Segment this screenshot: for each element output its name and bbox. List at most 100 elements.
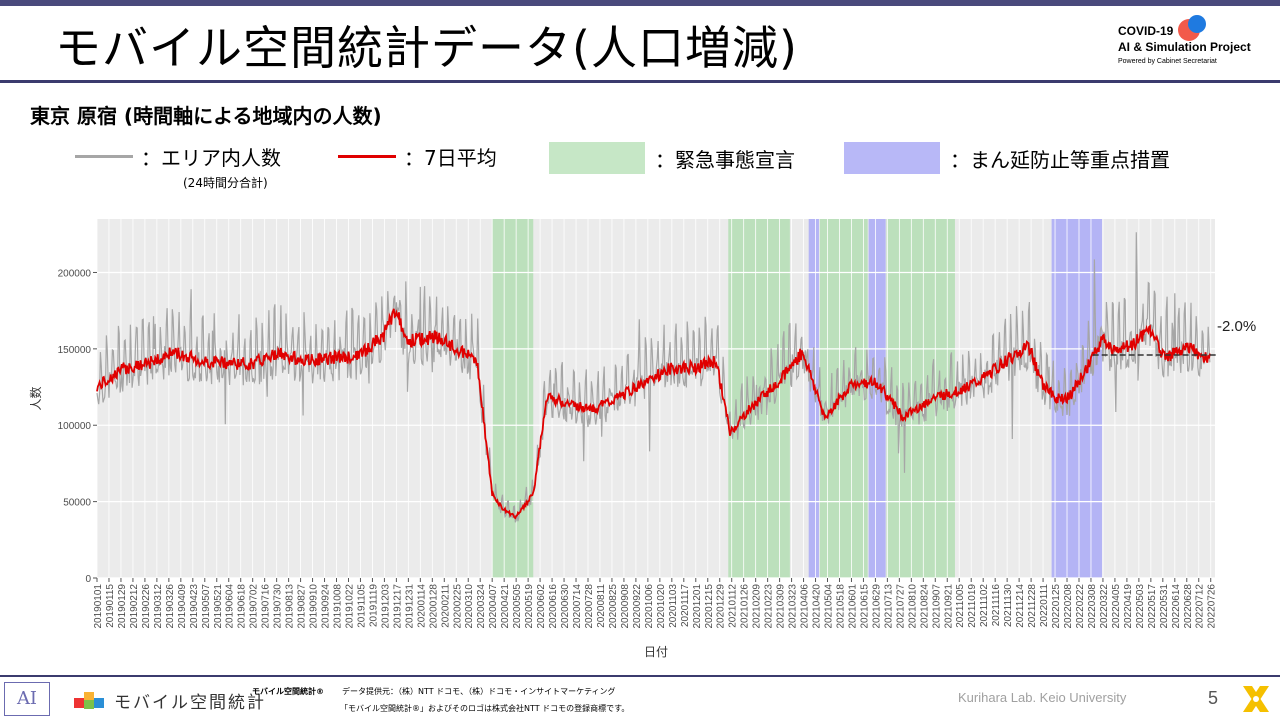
- x-tick-label: 20190423: [189, 584, 200, 629]
- legend-item-avg: ：7日平均: [338, 142, 497, 171]
- x-tick-label: 20210810: [907, 584, 918, 629]
- legend-item-emergency: ：緊急事態宣言: [549, 142, 795, 174]
- x-tick-label: 20211130: [1003, 584, 1014, 627]
- x-tick-label: 20190129: [117, 584, 128, 629]
- footer: AI モバイル空間統計 モバイル空間統計® データ提供元：（株）NTT ドコモ、…: [0, 678, 1280, 720]
- legend-label-avg: ：7日平均: [404, 146, 497, 170]
- x-tick-label: 20211228: [1027, 584, 1038, 628]
- project-brand: COVID-19 AI & Simulation Project Powered…: [1118, 15, 1278, 65]
- x-tick-label: 20191203: [380, 584, 391, 629]
- x-tick-label: 20220531: [1159, 584, 1170, 629]
- x-tick-label: 20190702: [249, 584, 260, 629]
- y-tick-label: 0: [85, 574, 91, 585]
- x-tick-label: 20200128: [428, 584, 439, 629]
- y-tick-label: 150000: [58, 345, 92, 356]
- x-tick-label: 20210615: [859, 584, 870, 629]
- x-tick-label: 20210112: [728, 584, 739, 628]
- x-tick-label: 20211102: [979, 584, 990, 627]
- brand-blue-dot-icon: [1188, 15, 1206, 33]
- x-tick-label: 20220726: [1207, 584, 1218, 629]
- lab-logo: AI: [4, 682, 50, 716]
- x-axis-label: 日付: [644, 645, 668, 659]
- x-tick-label: 20210713: [883, 584, 894, 629]
- x-tick-label: 20190716: [261, 584, 272, 629]
- x-tick-label: 20190101: [93, 584, 104, 629]
- x-tick-label: 20201006: [644, 584, 655, 629]
- x-tick-label: 20210309: [776, 584, 787, 629]
- footer-divider: [0, 675, 1280, 677]
- mobile-stats-name: モバイル空間統計: [114, 693, 266, 713]
- x-tick-label: 20190604: [225, 584, 236, 629]
- trademark-name: モバイル空間統計®: [252, 687, 324, 696]
- x-tick-label: 20190827: [297, 584, 308, 629]
- x-tick-label: 20200225: [452, 584, 463, 629]
- x-tick-label: 20190507: [201, 584, 212, 629]
- x-tick-label: 20220405: [1111, 584, 1122, 629]
- legend-item-priority: ：まん延防止等重点措置: [844, 142, 1170, 174]
- change-annotation: -2.0%: [1217, 318, 1256, 335]
- x-tick-label: 20201117: [680, 584, 691, 627]
- x-tick-label: 20200505: [512, 584, 523, 629]
- x-tick-label: 20191231: [404, 584, 415, 629]
- x-tick-label: 20200908: [620, 584, 631, 629]
- y-tick-label: 100000: [58, 421, 92, 432]
- legend-label-priority: ：まん延防止等重点措置: [950, 147, 1170, 172]
- x-tick-label: 20200211: [440, 584, 451, 628]
- x-tick-label: 20190312: [153, 584, 164, 629]
- x-tick-label: 20200114: [416, 584, 427, 628]
- x-tick-label: 20211214: [1015, 584, 1026, 628]
- x-tick-label: 20200310: [464, 584, 475, 629]
- x-tick-label: 20190924: [321, 584, 332, 629]
- x-tick-label: 20200519: [524, 584, 535, 629]
- x-tick-label: 20210727: [895, 584, 906, 629]
- x-tick-label: 20191008: [333, 584, 344, 629]
- x-tick-label: 20201229: [716, 584, 727, 629]
- chart-subtitle: 東京 原宿 (時間軸による地域内の人数): [30, 104, 382, 128]
- x-tick-label: 20200616: [548, 584, 559, 629]
- population-chart: 0 50000 100000 150000 200000 20190101 2019011…: [28, 219, 1256, 659]
- y-tick-label: 50000: [63, 498, 91, 509]
- mobile-stats-cubes-icon: [74, 692, 104, 709]
- x-tick-label: 20191022: [344, 584, 355, 629]
- title-divider: [0, 80, 1280, 83]
- page-title: モバイル空間統計データ(人口増減): [55, 21, 798, 75]
- chart-legend: ：エリア内人数 (24時間分合計) ：7日平均 ：緊急事態宣言 ：まん延防止等重…: [0, 142, 1280, 192]
- x-tick-label: 20211116: [991, 584, 1002, 627]
- x-tick-label: 20210420: [812, 584, 823, 629]
- data-provider: データ提供元：（株）NTT ドコモ、（株）ドコモ・インサイトマーケティング: [342, 687, 616, 696]
- x-tick-label: 20190212: [129, 584, 140, 629]
- x-tick-label: 20191119: [368, 584, 379, 627]
- x-tick-label: 20210504: [824, 584, 835, 629]
- brand-line-1: COVID-19: [1118, 24, 1174, 38]
- x-tick-label: 20220419: [1123, 584, 1134, 629]
- x-tick-label: 20220208: [1063, 584, 1074, 629]
- x-tick-label: 20220308: [1087, 584, 1098, 629]
- x-tick-label: 20200714: [572, 584, 583, 629]
- x-tick-label: 20210629: [871, 584, 882, 629]
- x-tick-label: 20210824: [919, 584, 930, 629]
- page-number: 5: [1208, 688, 1219, 708]
- x-tick-label: 20210907: [931, 584, 942, 629]
- legend-label-emergency: ：緊急事態宣言: [655, 147, 795, 172]
- x-tick-label: 20220125: [1051, 584, 1062, 629]
- x-tick-label: 20210518: [835, 584, 846, 629]
- x-tick-label: 20200922: [632, 584, 643, 629]
- lab-credit: Kurihara Lab. Keio University: [958, 690, 1127, 705]
- brand-line-2: AI & Simulation Project: [1118, 40, 1251, 54]
- x-tick-label: 20200602: [536, 584, 547, 629]
- x-tick-label: 20210601: [847, 584, 858, 629]
- x-tick-label: 20190618: [237, 584, 248, 629]
- x-tick-label: 20200421: [500, 584, 511, 629]
- x-tick-label: 20220111: [1039, 584, 1050, 627]
- x-tick-label: 20190813: [285, 584, 296, 629]
- plot-panel: [97, 219, 1215, 578]
- legend-green-box-icon: [549, 142, 645, 174]
- priority-band: [808, 219, 819, 578]
- x-tick-label: 20190226: [141, 584, 152, 629]
- x-tick-label: 20190730: [273, 584, 284, 629]
- x-tick-label: 20220222: [1075, 584, 1086, 629]
- x-tick-label: 20220517: [1147, 584, 1158, 629]
- x-tick-label: 20200407: [488, 584, 499, 629]
- trademark-notice: 「モバイル空間統計®」およびそのロゴは株式会社NTT ドコモの登録商標です。: [340, 704, 630, 713]
- x-tick-label: 20220614: [1171, 584, 1182, 629]
